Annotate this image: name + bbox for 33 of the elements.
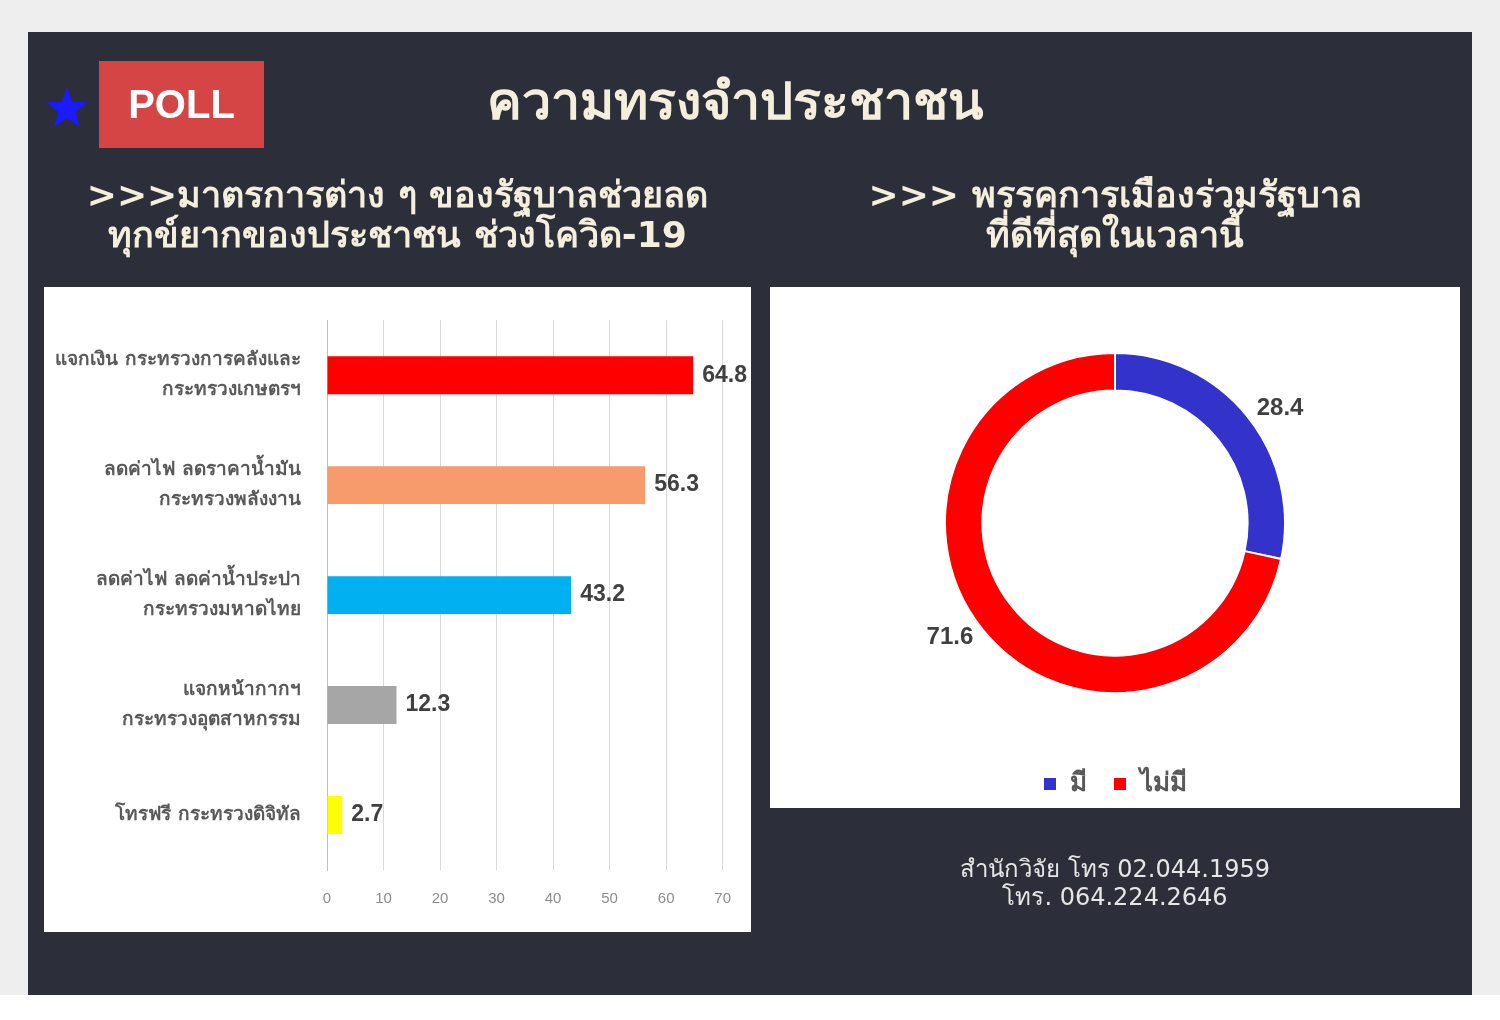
- x-tick-label: 70: [714, 889, 731, 907]
- x-tick-label: 60: [657, 889, 675, 907]
- y-tick-label: ลดค่าไฟ ลดราคาน้ำมัน กระทรวงพลังงาน: [104, 453, 301, 510]
- data-label: 12.3: [405, 690, 451, 717]
- bar: [327, 576, 572, 615]
- y-tick-label: แจกหน้ากากฯ กระทรวงอุตสาหกรรม: [122, 676, 301, 732]
- badge: POLL: [99, 61, 264, 148]
- x-tick-label: 10: [375, 889, 392, 907]
- x-tick-label: 40: [544, 889, 562, 907]
- data-label: 64.8: [702, 360, 748, 387]
- chart-title: >>> พรรคการเมืองร่วมรัฐบาล ที่ดีที่สุดในเวลานี้: [867, 174, 1363, 256]
- y-tick-label: ลดค่าไฟ ลดค่าน้ำประปา กระทรวงมหาดไทย: [96, 563, 301, 620]
- bar: [327, 356, 694, 395]
- y-tick-label: โทรฟรี กระทรวงดิจิทัล: [114, 801, 301, 824]
- x-tick-label: 30: [488, 889, 505, 907]
- x-tick-label: 0: [322, 889, 332, 907]
- bar: [327, 466, 646, 505]
- data-label: 56.3: [654, 470, 699, 497]
- bar: [327, 686, 397, 725]
- data-label: 71.6: [926, 621, 974, 649]
- bar: [327, 796, 343, 834]
- chart-title: ความทรงจำประชาชน: [485, 71, 985, 131]
- legend-label: ไม่มี: [1137, 765, 1187, 797]
- data-label: 43.2: [580, 580, 625, 607]
- legend-label: มี: [1070, 766, 1087, 797]
- x-tick-label: 50: [601, 889, 618, 907]
- x-tick-label: 20: [431, 889, 449, 907]
- data-label: 2.7: [351, 800, 384, 827]
- text: โทร. 064.224.2646: [1001, 883, 1229, 911]
- data-label: 28.4: [1256, 393, 1305, 421]
- chart-subtitle: >>>มาตรการต่าง ๆ ของรัฐบาลช่วยลด ทุกข์ยากของประชาชน ช่วงโควิด-19: [85, 174, 710, 256]
- y-tick-label: แจกเงิน กระทรวงการคลังและ กระทรวงเกษตรฯ: [55, 346, 301, 400]
- text: สำนักวิจัย โทร 02.044.1959: [959, 855, 1271, 883]
